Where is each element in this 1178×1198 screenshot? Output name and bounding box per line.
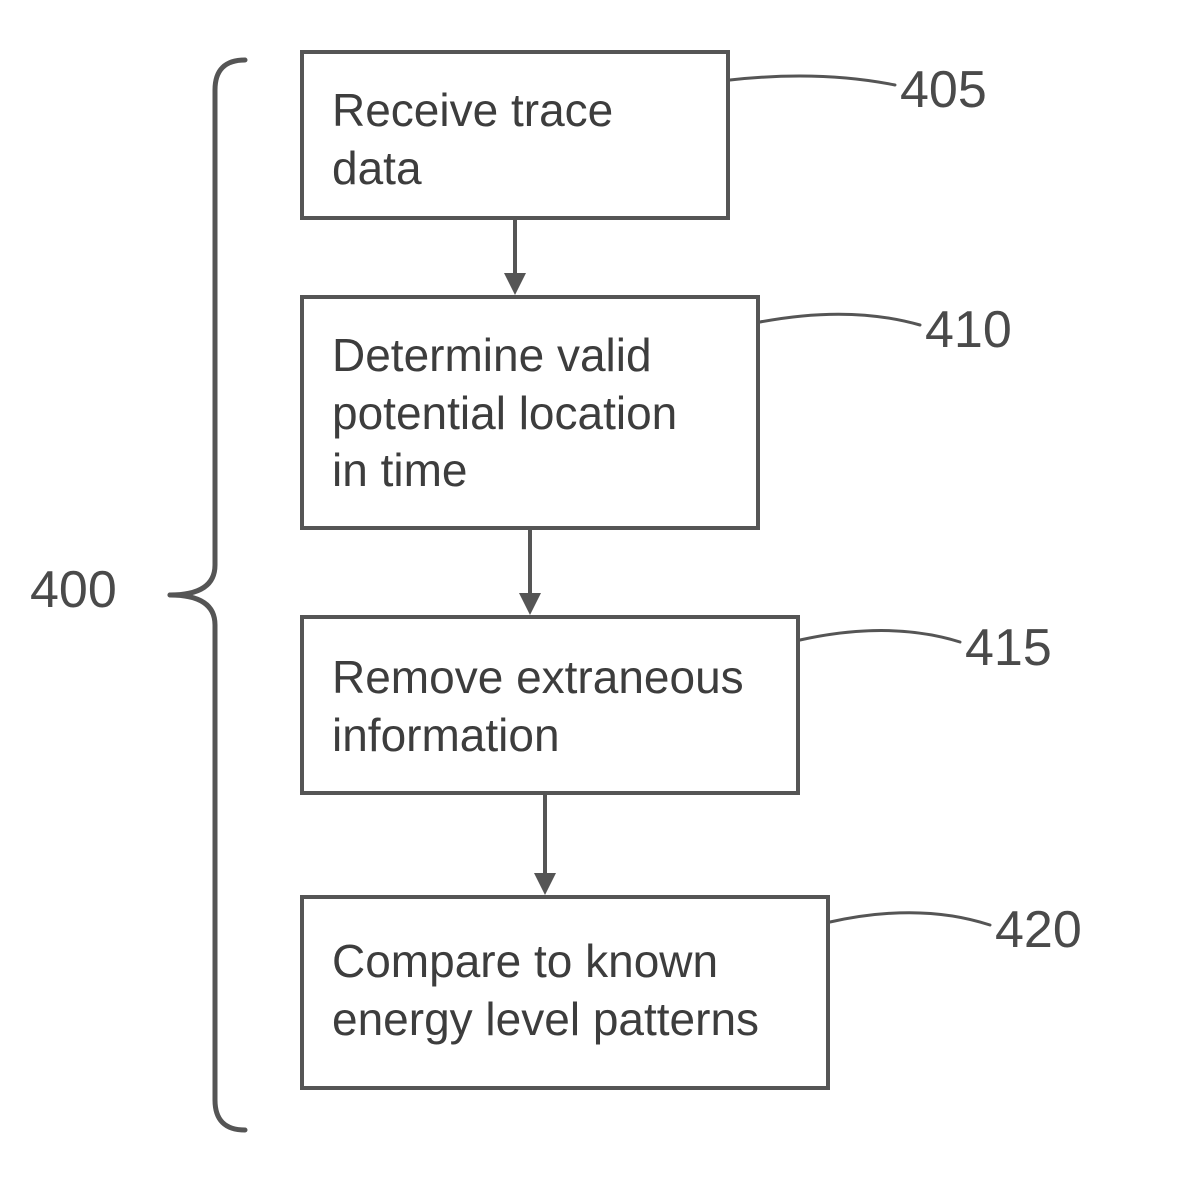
flowchart-canvas: 400 Receive trace data 405 Determine valid … — [0, 0, 1178, 1198]
node-label-n420: 420 — [995, 900, 1082, 960]
node-label-n405: 405 — [900, 60, 987, 120]
node-label-n415: 415 — [965, 618, 1052, 678]
flow-node-n415: Remove extraneous information — [300, 615, 800, 795]
group-label: 400 — [30, 560, 117, 620]
flow-node-n405: Receive trace data — [300, 50, 730, 220]
node-label-n410: 410 — [925, 300, 1012, 360]
flow-node-n410: Determine valid potential location in ti… — [300, 295, 760, 530]
flow-node-n420: Compare to known energy level patterns — [300, 895, 830, 1090]
